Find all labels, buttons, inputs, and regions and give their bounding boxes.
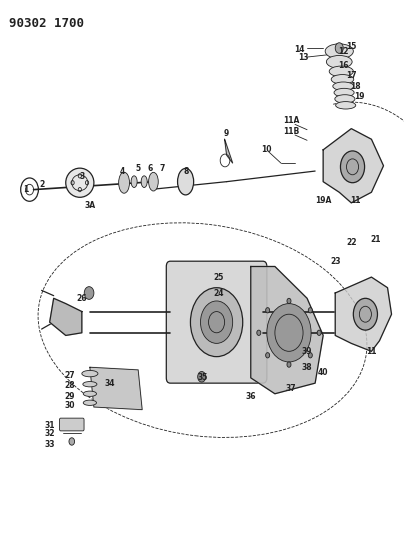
- Ellipse shape: [66, 168, 94, 197]
- Text: 90302 1700: 90302 1700: [9, 17, 84, 30]
- FancyBboxPatch shape: [60, 418, 84, 431]
- Circle shape: [190, 288, 243, 357]
- FancyBboxPatch shape: [166, 261, 267, 383]
- Text: 11: 11: [366, 347, 377, 356]
- Text: 33: 33: [45, 440, 55, 449]
- Ellipse shape: [83, 391, 96, 397]
- Text: 38: 38: [302, 363, 312, 372]
- Ellipse shape: [334, 88, 354, 97]
- Text: 22: 22: [346, 238, 356, 247]
- Text: 11: 11: [350, 196, 360, 205]
- Text: 26: 26: [77, 294, 87, 303]
- Circle shape: [287, 298, 291, 304]
- Circle shape: [267, 304, 311, 362]
- Polygon shape: [251, 266, 323, 394]
- Text: 19A: 19A: [315, 196, 331, 205]
- Text: 11B: 11B: [283, 127, 299, 136]
- Ellipse shape: [83, 382, 97, 387]
- Ellipse shape: [326, 55, 352, 68]
- Text: 14: 14: [294, 45, 304, 54]
- Text: 5: 5: [136, 164, 141, 173]
- Circle shape: [353, 298, 377, 330]
- Text: 21: 21: [370, 236, 381, 245]
- Circle shape: [317, 330, 321, 335]
- Text: 3: 3: [79, 172, 85, 181]
- Circle shape: [69, 438, 75, 445]
- Circle shape: [266, 308, 270, 313]
- Text: 15: 15: [346, 42, 356, 51]
- Text: 34: 34: [105, 378, 115, 387]
- Text: 27: 27: [64, 370, 75, 379]
- Ellipse shape: [83, 400, 96, 406]
- Circle shape: [308, 308, 312, 313]
- Text: 16: 16: [338, 61, 349, 69]
- Text: 24: 24: [213, 288, 224, 297]
- Text: 17: 17: [346, 71, 357, 80]
- Ellipse shape: [325, 44, 353, 59]
- Text: 39: 39: [302, 347, 312, 356]
- Ellipse shape: [131, 176, 137, 188]
- Polygon shape: [335, 277, 392, 351]
- Text: 28: 28: [64, 381, 75, 390]
- Ellipse shape: [336, 102, 356, 109]
- Text: 9: 9: [224, 130, 229, 139]
- Polygon shape: [225, 139, 232, 163]
- Text: 32: 32: [45, 429, 55, 438]
- Text: 19: 19: [354, 92, 365, 101]
- Text: 3A: 3A: [84, 201, 96, 210]
- Text: 1: 1: [23, 185, 28, 194]
- Text: 30: 30: [64, 401, 75, 410]
- Text: 36: 36: [245, 392, 256, 401]
- Ellipse shape: [141, 176, 147, 188]
- Ellipse shape: [82, 370, 98, 377]
- Ellipse shape: [149, 172, 158, 191]
- Text: 37: 37: [286, 384, 296, 393]
- Text: 29: 29: [64, 392, 75, 401]
- Text: 2: 2: [39, 180, 44, 189]
- Circle shape: [287, 362, 291, 367]
- Ellipse shape: [329, 66, 353, 77]
- Text: 10: 10: [262, 146, 272, 155]
- Text: 23: 23: [330, 257, 341, 265]
- Polygon shape: [50, 298, 82, 335]
- Circle shape: [84, 287, 94, 300]
- Text: 31: 31: [45, 421, 55, 430]
- Circle shape: [200, 301, 232, 343]
- Text: 13: 13: [298, 53, 308, 62]
- Circle shape: [335, 43, 343, 53]
- Ellipse shape: [335, 95, 355, 103]
- Circle shape: [257, 330, 261, 335]
- Ellipse shape: [333, 82, 354, 91]
- Ellipse shape: [331, 75, 354, 84]
- Text: 35: 35: [197, 373, 208, 382]
- Circle shape: [198, 372, 206, 382]
- Text: 11A: 11A: [283, 116, 299, 125]
- Circle shape: [308, 353, 312, 358]
- Circle shape: [341, 151, 364, 183]
- Text: 40: 40: [318, 368, 328, 377]
- Text: 6: 6: [147, 164, 153, 173]
- Polygon shape: [90, 367, 142, 410]
- Text: 8: 8: [184, 166, 189, 175]
- Ellipse shape: [177, 168, 194, 195]
- Polygon shape: [323, 128, 384, 203]
- Text: 4: 4: [119, 166, 125, 175]
- Text: 18: 18: [350, 82, 361, 91]
- Text: 12: 12: [338, 47, 349, 56]
- Text: 7: 7: [160, 164, 165, 173]
- Circle shape: [266, 353, 270, 358]
- Ellipse shape: [119, 172, 130, 193]
- Text: 25: 25: [213, 272, 224, 281]
